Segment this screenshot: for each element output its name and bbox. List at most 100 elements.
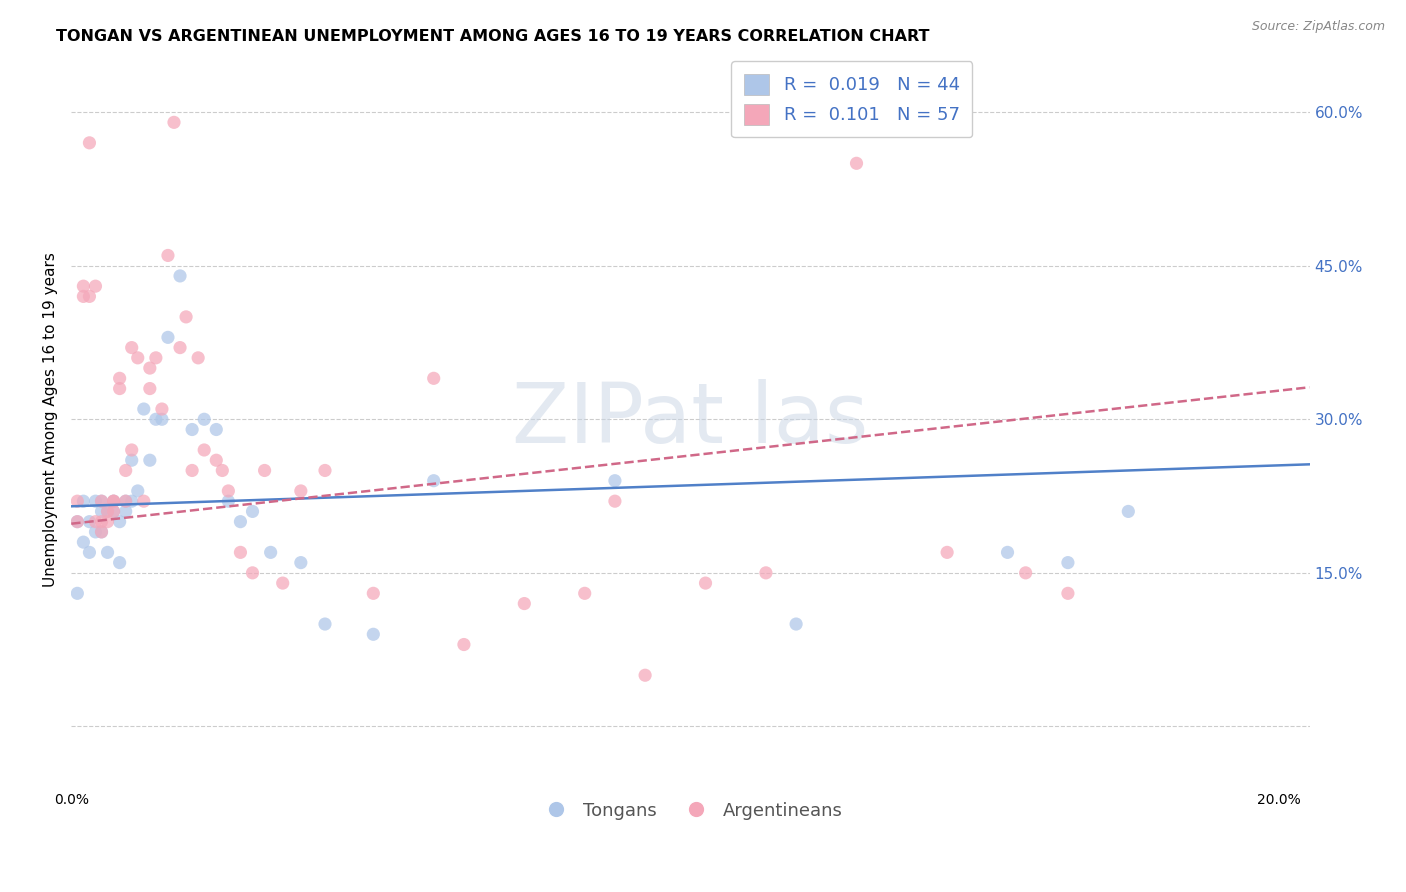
Point <box>108 556 131 570</box>
Point <box>72 535 94 549</box>
Point <box>181 463 204 477</box>
Point <box>127 483 149 498</box>
Point <box>66 586 89 600</box>
Y-axis label: Unemployment Among Ages 16 to 19 years: Unemployment Among Ages 16 to 19 years <box>44 252 58 587</box>
Point <box>169 268 191 283</box>
Point <box>271 576 294 591</box>
Point <box>936 545 959 559</box>
Point <box>150 402 173 417</box>
Point <box>1057 556 1080 570</box>
Point <box>132 402 155 417</box>
Point <box>193 412 215 426</box>
Point <box>103 494 125 508</box>
Point <box>108 382 131 396</box>
Point <box>242 566 264 580</box>
Point <box>695 576 717 591</box>
Point <box>139 361 162 376</box>
Point <box>84 494 107 508</box>
Point <box>1118 504 1140 518</box>
Point <box>72 279 94 293</box>
Point <box>66 515 89 529</box>
Point <box>90 504 112 518</box>
Point <box>156 330 179 344</box>
Point <box>314 617 336 632</box>
Point <box>66 515 89 529</box>
Point <box>755 566 778 580</box>
Point <box>187 351 209 365</box>
Point <box>242 504 264 518</box>
Point <box>66 494 89 508</box>
Point <box>72 494 94 508</box>
Point <box>114 463 136 477</box>
Point <box>90 494 112 508</box>
Point <box>181 423 204 437</box>
Point <box>785 617 807 632</box>
Point <box>156 248 179 262</box>
Point <box>96 504 118 518</box>
Point <box>90 515 112 529</box>
Point <box>363 586 385 600</box>
Point <box>169 341 191 355</box>
Point <box>145 351 167 365</box>
Point <box>217 483 239 498</box>
Point <box>163 115 186 129</box>
Point <box>253 463 276 477</box>
Point <box>114 494 136 508</box>
Point <box>603 474 626 488</box>
Point <box>108 515 131 529</box>
Point <box>205 453 228 467</box>
Point <box>90 524 112 539</box>
Point <box>997 545 1019 559</box>
Point <box>96 515 118 529</box>
Point <box>103 504 125 518</box>
Text: Source: ZipAtlas.com: Source: ZipAtlas.com <box>1251 20 1385 33</box>
Point <box>84 524 107 539</box>
Point <box>453 638 475 652</box>
Point <box>103 504 125 518</box>
Point <box>845 156 868 170</box>
Point <box>121 341 143 355</box>
Point <box>127 351 149 365</box>
Point <box>513 597 536 611</box>
Text: TONGAN VS ARGENTINEAN UNEMPLOYMENT AMONG AGES 16 TO 19 YEARS CORRELATION CHART: TONGAN VS ARGENTINEAN UNEMPLOYMENT AMONG… <box>56 29 929 44</box>
Point <box>72 289 94 303</box>
Point <box>90 494 112 508</box>
Point <box>1057 586 1080 600</box>
Point <box>259 545 281 559</box>
Point <box>79 515 101 529</box>
Point <box>96 504 118 518</box>
Point <box>363 627 385 641</box>
Point <box>1014 566 1036 580</box>
Point <box>114 494 136 508</box>
Point <box>84 515 107 529</box>
Text: ZIPat las: ZIPat las <box>512 379 869 459</box>
Point <box>211 463 233 477</box>
Point <box>108 371 131 385</box>
Point <box>217 494 239 508</box>
Point <box>314 463 336 477</box>
Point <box>114 504 136 518</box>
Point <box>79 136 101 150</box>
Point <box>103 494 125 508</box>
Point <box>121 494 143 508</box>
Point <box>121 453 143 467</box>
Point <box>422 474 444 488</box>
Point <box>205 423 228 437</box>
Point <box>79 289 101 303</box>
Point <box>422 371 444 385</box>
Point <box>603 494 626 508</box>
Point <box>121 442 143 457</box>
Point <box>139 382 162 396</box>
Point <box>132 494 155 508</box>
Point <box>290 483 312 498</box>
Point <box>634 668 657 682</box>
Point <box>96 545 118 559</box>
Point <box>574 586 596 600</box>
Point <box>79 545 101 559</box>
Point <box>139 453 162 467</box>
Legend: Tongans, Argentineans: Tongans, Argentineans <box>530 794 851 827</box>
Point <box>90 524 112 539</box>
Point <box>103 494 125 508</box>
Point <box>145 412 167 426</box>
Point <box>193 442 215 457</box>
